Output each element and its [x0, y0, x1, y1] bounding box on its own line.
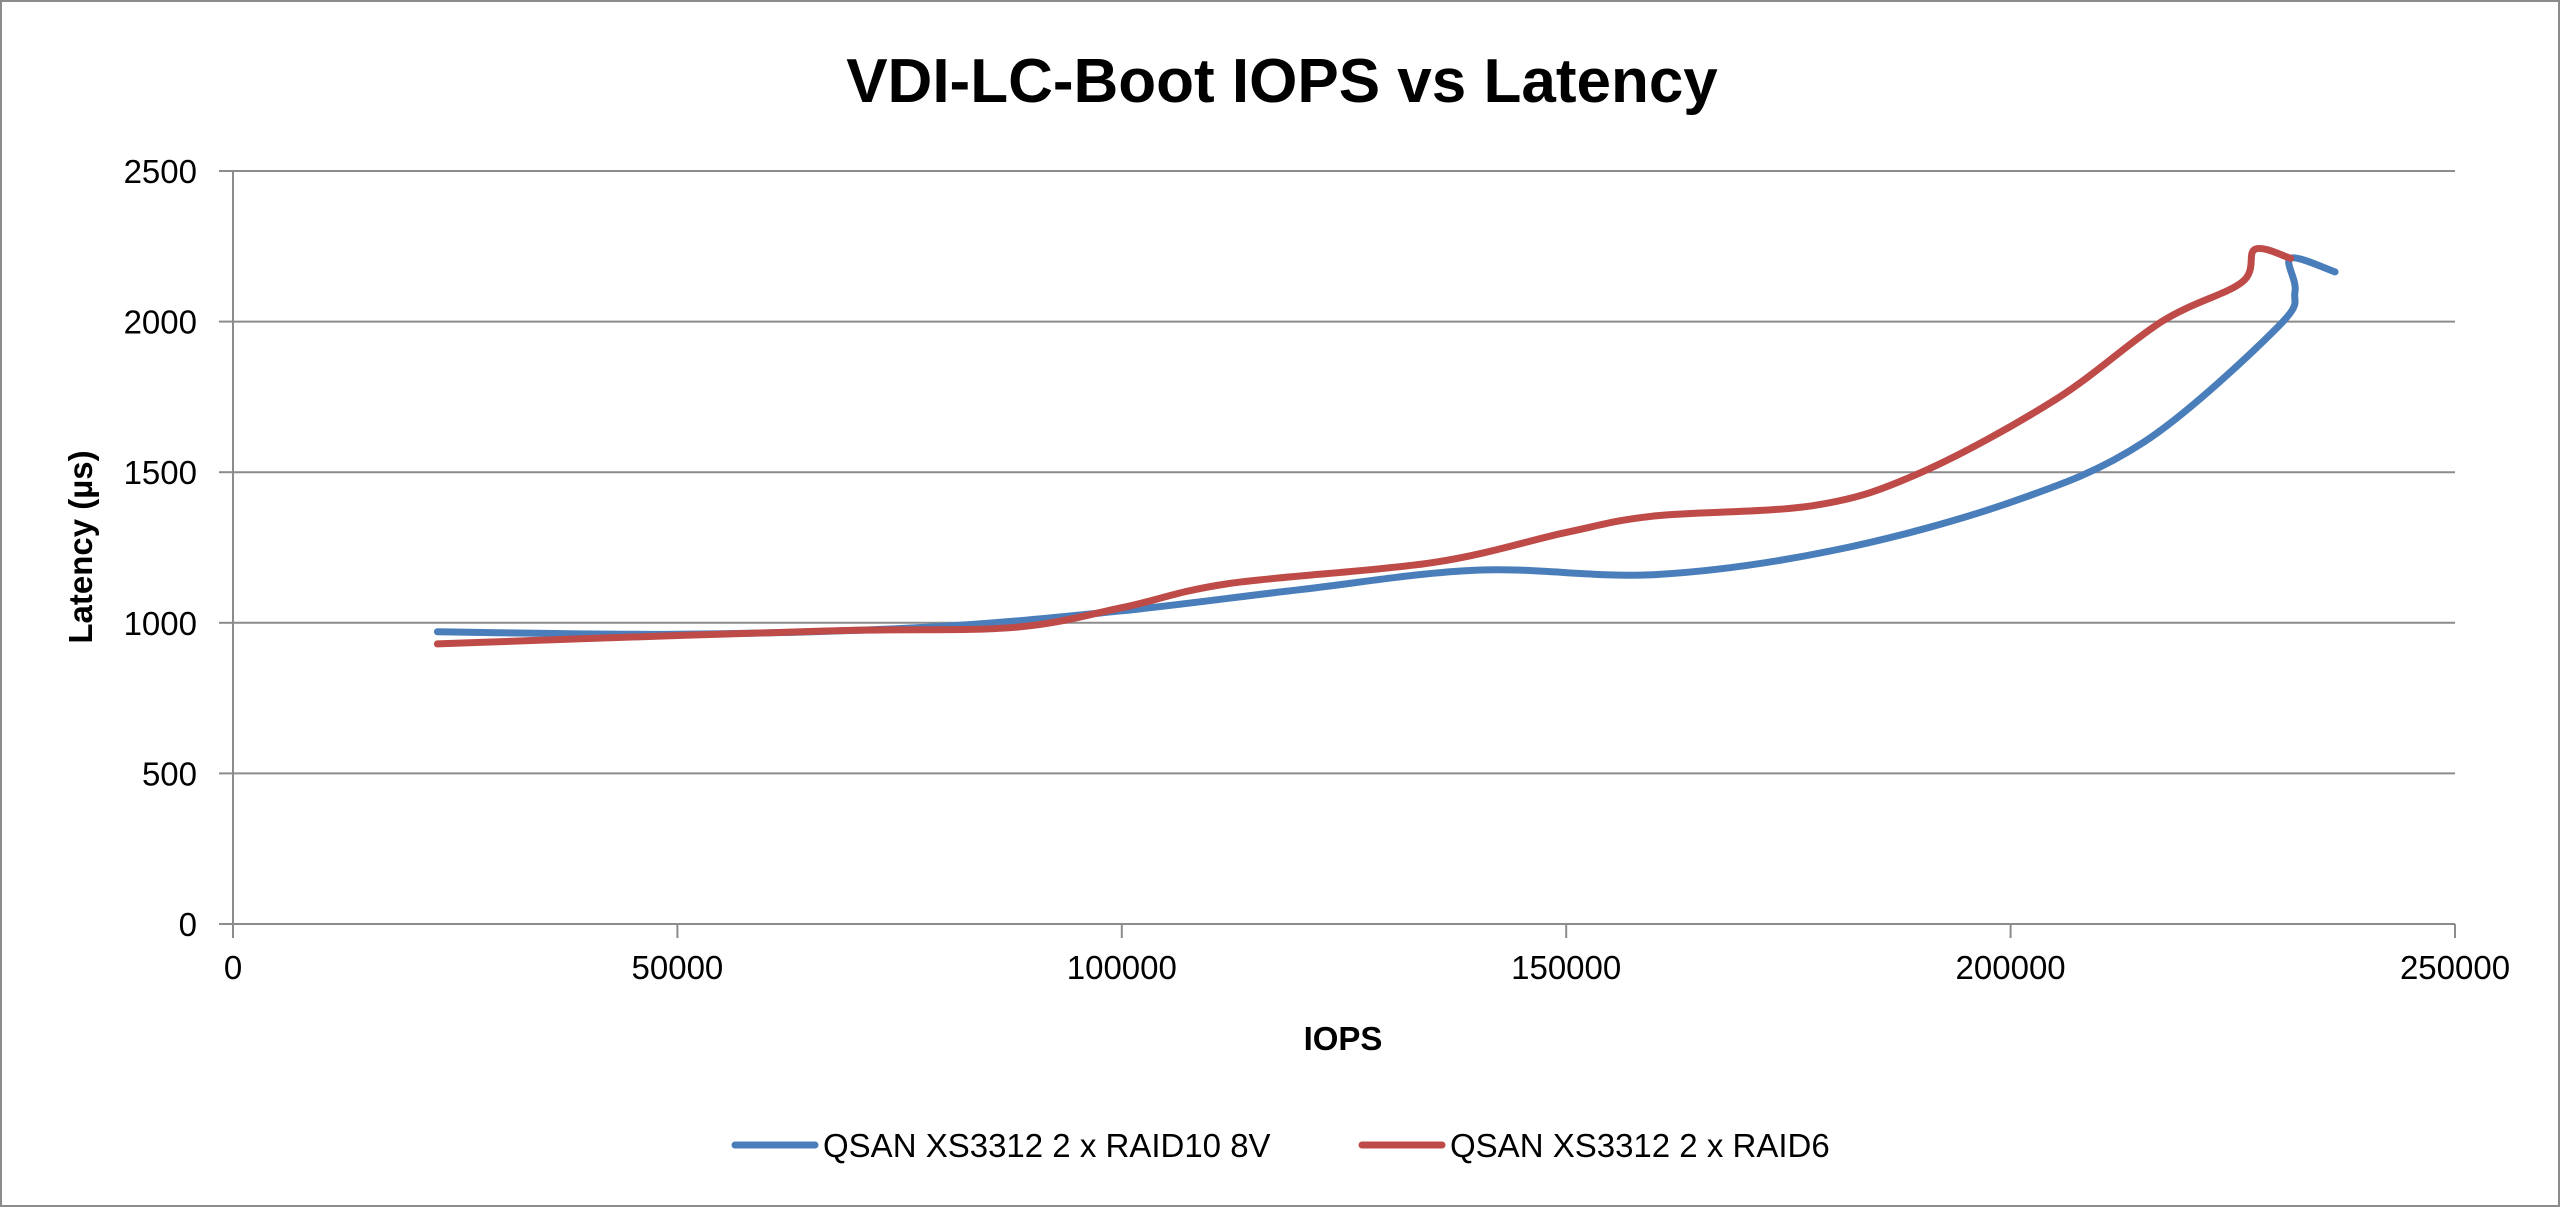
series-line-qsan-xs3312-2-x-raid6: [433, 244, 2295, 648]
x-axis-title: IOPS: [1304, 1020, 1383, 1057]
y-tick-label: 1500: [124, 454, 197, 491]
y-tick-label: 500: [142, 755, 197, 792]
x-tick-label: 50000: [632, 949, 724, 986]
legend: QSAN XS3312 2 x RAID10 8V QSAN XS3312 2 x…: [731, 1127, 1830, 1164]
x-tick-label: 100000: [1067, 949, 1177, 986]
y-axis-title: Latency (µs): [62, 450, 99, 643]
y-tick-labels: 0 500 1000 1500 2000 2500: [124, 153, 197, 943]
axes: [219, 170, 2456, 938]
y-tick-label: 0: [179, 906, 197, 943]
chart-title: VDI-LC-Boot IOPS vs Latency: [846, 47, 1718, 116]
x-tick-label: 250000: [2400, 949, 2510, 986]
series-lines: [433, 244, 2339, 648]
x-tick-label: 150000: [1511, 949, 1621, 986]
gridlines: [233, 170, 2455, 775]
x-tick-labels: 0 50000 100000 150000 200000 250000: [224, 949, 2510, 986]
y-tick-label: 2500: [124, 153, 197, 190]
legend-label: QSAN XS3312 2 x RAID10 8V: [823, 1127, 1271, 1164]
y-tick-label: 1000: [124, 605, 197, 642]
x-tick-label: 200000: [1956, 949, 2066, 986]
legend-label: QSAN XS3312 2 x RAID6: [1450, 1127, 1830, 1164]
x-tick-label: 0: [224, 949, 242, 986]
y-tick-label: 2000: [124, 304, 197, 341]
series-line-qsan-xs3312-2-x-raid10-8v: [433, 254, 2339, 638]
